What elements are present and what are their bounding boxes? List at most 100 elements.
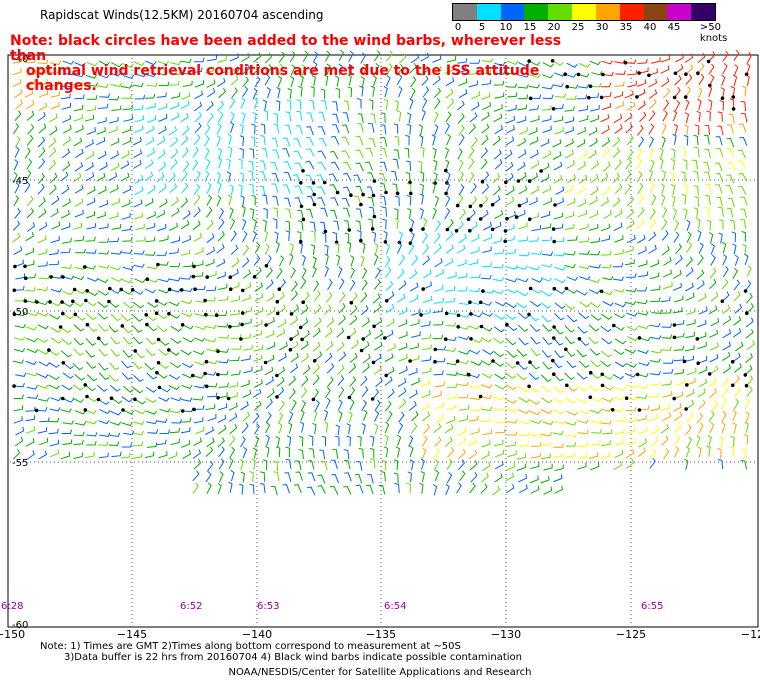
wind-barb (421, 97, 428, 110)
wind-barb (365, 147, 374, 157)
contamination-dot (130, 288, 135, 292)
wind-barb (123, 115, 133, 122)
wind-barb (673, 123, 679, 135)
wind-barb (636, 299, 648, 305)
wind-barb (589, 137, 598, 148)
wind-barb (639, 337, 651, 342)
wind-barb (14, 285, 25, 291)
wind-barb (432, 334, 444, 340)
wind-barb (26, 372, 38, 377)
wind-barb (385, 303, 395, 314)
wind-barb (144, 288, 156, 294)
contamination-dot (298, 239, 303, 244)
wind-barb (324, 265, 330, 277)
wind-barb (168, 313, 180, 319)
wind-barb (507, 450, 517, 458)
contamination-dot (23, 299, 28, 303)
wind-barb (648, 136, 655, 148)
wind-barb (419, 171, 425, 183)
wind-barb (692, 159, 698, 170)
wind-barb (505, 302, 517, 309)
wind-barb (360, 375, 368, 387)
wind-barb (355, 162, 364, 172)
wind-barb (111, 105, 122, 111)
wind-barb (614, 361, 627, 368)
wind-barb (37, 349, 50, 355)
wind-barb (721, 74, 726, 86)
wind-barb (567, 235, 578, 241)
contamination-dot (479, 324, 484, 329)
wind-barb (242, 64, 251, 75)
wind-barb (259, 160, 266, 171)
wind-barb (651, 309, 663, 314)
wind-barb (277, 75, 283, 88)
contamination-dot (505, 322, 509, 327)
wind-barb (662, 369, 674, 374)
wind-barb (542, 420, 554, 426)
wind-barb (145, 222, 156, 230)
wind-barb (481, 111, 490, 122)
wind-barb (273, 113, 279, 124)
contamination-dot (191, 274, 196, 279)
wind-barb (85, 420, 98, 425)
wind-barb (614, 208, 623, 219)
wind-barb (37, 324, 49, 330)
wind-barb (38, 158, 46, 170)
contamination-dot (588, 395, 593, 400)
contamination-dot (12, 288, 17, 293)
wind-barb (468, 209, 476, 220)
wind-barb (217, 283, 228, 291)
wind-barb (26, 110, 35, 121)
wind-barb (481, 92, 491, 100)
wind-barb (745, 74, 750, 87)
wind-barb (445, 195, 451, 207)
wind-barb (553, 337, 564, 346)
wind-barb (207, 392, 218, 398)
wind-barb (458, 78, 468, 87)
contamination-dot (205, 275, 209, 279)
wind-barb (420, 458, 425, 470)
wind-barb (85, 162, 94, 172)
wind-barb (252, 87, 258, 100)
wind-barb (300, 304, 309, 315)
wind-barb (717, 125, 724, 136)
wind-barb (398, 387, 407, 398)
wind-barb (742, 85, 747, 97)
wind-barb (60, 248, 71, 254)
wind-barb (470, 273, 481, 279)
wind-barb (528, 385, 540, 393)
wind-barb (576, 384, 588, 392)
wind-barb (506, 462, 516, 471)
wind-barb (684, 53, 694, 63)
wind-barb (518, 397, 530, 403)
wind-barb (578, 73, 590, 78)
wind-barb (709, 388, 717, 399)
wind-barb (578, 174, 588, 184)
wind-barb (229, 97, 236, 109)
wind-barb (378, 485, 386, 495)
wind-barb (433, 87, 442, 99)
wind-barb (253, 344, 264, 352)
wind-barb (262, 99, 267, 111)
wind-barb (14, 208, 21, 219)
wind-barb (528, 236, 539, 242)
wind-barb (122, 74, 135, 79)
wind-barb (98, 362, 109, 371)
wind-barb (456, 66, 466, 74)
wind-barb (612, 396, 624, 401)
wind-barb (505, 338, 517, 346)
contamination-dot (167, 287, 172, 292)
contamination-dot (239, 337, 243, 341)
wind-barb (48, 159, 57, 171)
wind-barb (86, 374, 98, 382)
wind-barb (63, 71, 75, 76)
wind-barb (109, 266, 122, 271)
wind-barb (170, 112, 180, 121)
wind-barb (506, 211, 516, 220)
wind-barb (553, 386, 565, 394)
wind-barb (433, 111, 439, 123)
wind-barb (506, 324, 518, 332)
wind-barb (517, 62, 530, 67)
wind-barb (243, 366, 253, 374)
wind-barb (386, 63, 393, 75)
